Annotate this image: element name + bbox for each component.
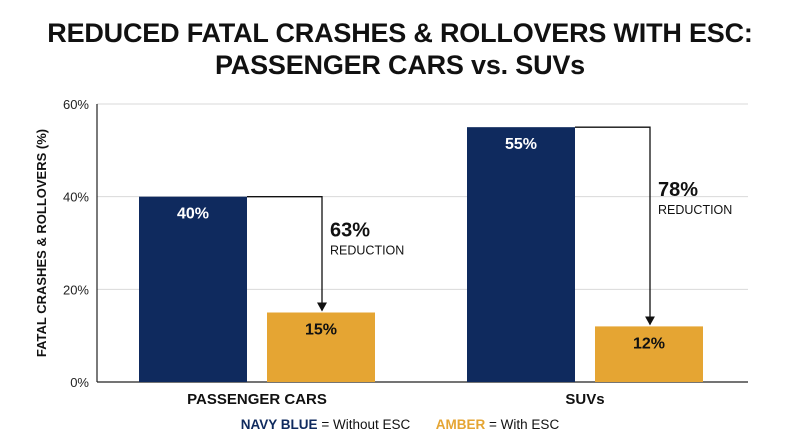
chart-title-line-1: REDUCED FATAL CRASHES & ROLLOVERS WITH E…	[47, 18, 753, 48]
x-category-label: PASSENGER CARS	[187, 391, 327, 408]
reduction-value: 78%	[658, 179, 698, 201]
bar-without-esc	[139, 196, 247, 382]
bar-value-label: 55%	[505, 136, 537, 153]
y-tick-label: 0%	[70, 375, 89, 390]
bar-value-label: 15%	[305, 322, 337, 339]
legend: NAVY BLUE = Without ESC AMBER = With ESC	[0, 417, 800, 432]
y-tick-label: 40%	[63, 190, 89, 205]
reduction-label: REDUCTION	[658, 203, 732, 217]
bar-value-label: 40%	[177, 206, 209, 223]
bar-value-label: 12%	[633, 335, 665, 352]
y-tick-label: 20%	[63, 282, 89, 297]
reduction-value: 63%	[330, 220, 370, 242]
bar-with-esc	[267, 312, 375, 382]
reduction-label: REDUCTION	[330, 244, 404, 258]
legend-text-without-esc: = Without ESC	[321, 417, 411, 432]
x-category-label: SUVs	[565, 391, 604, 408]
reduction-arrow	[247, 196, 327, 312]
legend-key-with-esc: AMBER	[435, 417, 486, 432]
bar-with-esc	[595, 326, 703, 382]
legend-text-with-esc: = With ESC	[489, 417, 560, 432]
y-tick-label: 60%	[63, 97, 89, 112]
reduction-arrow	[575, 126, 655, 326]
legend-key-without-esc: NAVY BLUE	[240, 417, 318, 432]
y-axis-label: FATAL CRASHES & ROLLOVERS (%)	[34, 129, 49, 357]
bar-without-esc	[467, 127, 575, 383]
chart-title-line-2: PASSENGER CARS vs. SUVs	[214, 50, 585, 80]
